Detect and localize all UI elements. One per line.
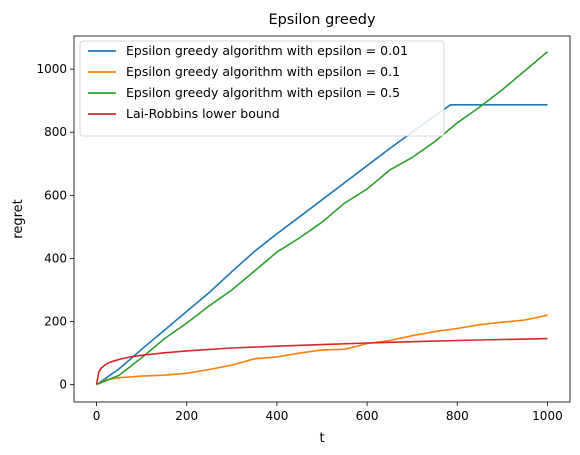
y-tick-label: 1000 — [36, 62, 67, 76]
y-tick-label: 800 — [44, 125, 67, 139]
series-line-4 — [95, 337, 548, 385]
y-tick-label: 600 — [44, 188, 67, 202]
plot-frame — [73, 35, 571, 403]
series-line-3 — [96, 51, 549, 386]
x-tick-label: 1000 — [532, 409, 563, 423]
chart-title: Epsilon greedy — [268, 12, 376, 28]
x-axis: 0 200 400 600 800 1000 — [93, 402, 563, 423]
legend-entry-1: Epsilon greedy algorithm with epsilon = … — [126, 43, 408, 58]
legend-entry-4: Lai-Robbins lower bound — [126, 106, 280, 121]
y-tick-label: 200 — [44, 315, 67, 329]
y-axis: 0 200 400 600 800 1000 — [36, 62, 74, 392]
x-tick-label: 200 — [175, 409, 198, 423]
series-line-1 — [96, 104, 548, 386]
y-tick-label: 0 — [59, 378, 67, 392]
x-tick-label: 0 — [93, 409, 101, 423]
x-tick-label: 400 — [265, 409, 288, 423]
x-axis-label: t — [319, 431, 324, 446]
series-line-2 — [96, 314, 548, 386]
legend: Epsilon greedy algorithm with epsilon = … — [79, 40, 445, 137]
legend-box — [79, 40, 445, 137]
x-tick-label: 800 — [446, 409, 469, 423]
legend-entry-3: Epsilon greedy algorithm with epsilon = … — [126, 85, 400, 100]
x-tick-label: 600 — [356, 409, 379, 423]
series-layer — [95, 51, 549, 386]
y-axis-label: regret — [11, 199, 26, 238]
legend-entry-2: Epsilon greedy algorithm with epsilon = … — [126, 64, 400, 79]
y-tick-label: 400 — [44, 251, 67, 265]
